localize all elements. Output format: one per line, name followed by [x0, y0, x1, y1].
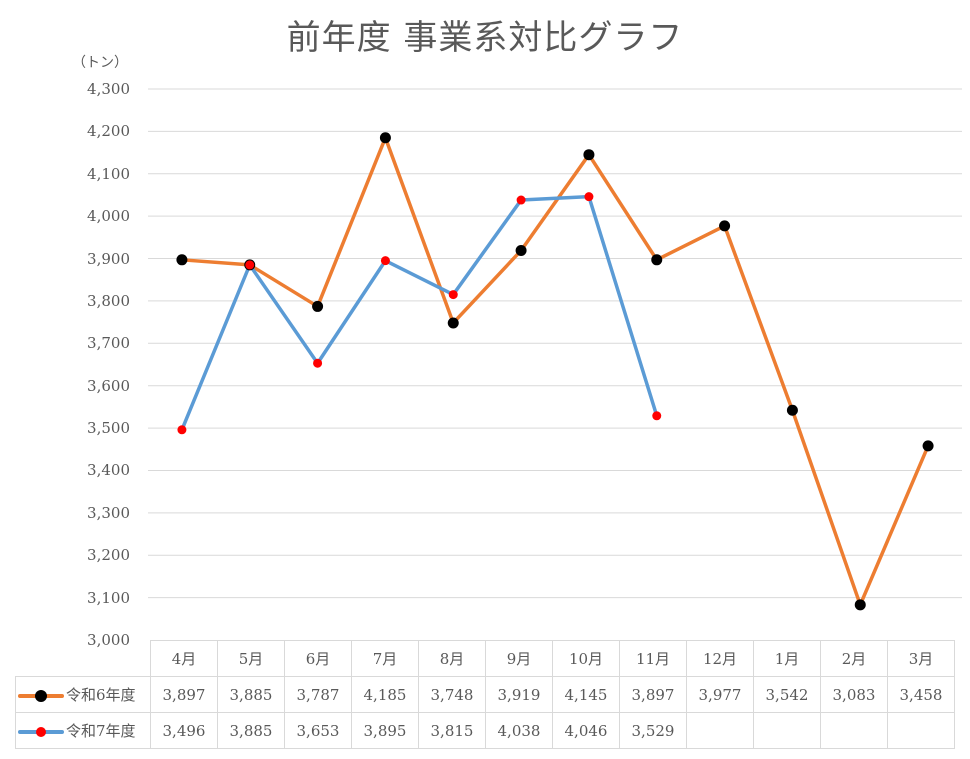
data-point-marker [448, 290, 458, 300]
y-tick-label: 3,900 [87, 249, 130, 268]
month-header: 1月 [753, 640, 821, 677]
y-tick-label: 3,100 [87, 588, 130, 607]
legend-entry-r7: 令和7年度 [15, 712, 151, 749]
y-tick-label: 3,600 [87, 376, 130, 395]
data-point-marker [177, 425, 187, 435]
series-line-1 [181, 135, 930, 607]
data-table: 4月 5月 6月 7月 8月 9月 10月 11月 12月 1月 2月 3月 令… [15, 640, 955, 749]
series-line-2 [180, 194, 659, 431]
series-label: 令和7年度 [66, 722, 136, 740]
y-tick-label: 3,400 [87, 461, 130, 480]
y-tick-label: 3,200 [87, 546, 130, 565]
table-header-row: 4月 5月 6月 7月 8月 9月 10月 11月 12月 1月 2月 3月 [15, 640, 955, 677]
month-header: 8月 [418, 640, 486, 677]
table-cell: 3,895 [351, 712, 419, 749]
month-header: 9月 [485, 640, 553, 677]
table-cell [686, 712, 754, 749]
data-point-marker [652, 411, 662, 421]
table-row-r7: 令和7年度 3,496 3,885 3,653 3,895 3,815 4,03… [15, 712, 955, 749]
month-header: 4月 [150, 640, 218, 677]
month-header: 3月 [887, 640, 955, 677]
legend-line-marker-icon [18, 690, 64, 702]
table-cell: 3,885 [217, 676, 285, 713]
data-point-marker [313, 358, 323, 368]
month-header: 5月 [217, 640, 285, 677]
table-cell: 3,529 [619, 712, 687, 749]
table-cell: 4,046 [552, 712, 620, 749]
month-header: 6月 [284, 640, 352, 677]
data-point-marker [922, 440, 934, 452]
chart-title: 前年度 事業系対比グラフ [286, 18, 684, 58]
data-point-marker [176, 254, 188, 266]
data-point-marker [380, 256, 390, 266]
table-cell [887, 712, 955, 749]
data-point-marker [651, 254, 663, 266]
month-header: 12月 [686, 640, 754, 677]
table-cell: 3,919 [485, 676, 553, 713]
table-row-r6: 令和6年度 3,897 3,885 3,787 4,185 3,748 3,91… [15, 676, 955, 713]
table-corner [15, 640, 151, 677]
data-point-marker [786, 404, 798, 416]
y-tick-label: 4,000 [87, 207, 130, 226]
month-header: 11月 [619, 640, 687, 677]
y-tick-label: 3,800 [87, 291, 130, 310]
data-point-marker [584, 192, 594, 202]
data-point-marker [583, 149, 595, 161]
table-cell: 3,897 [150, 676, 218, 713]
table-cell: 3,458 [887, 676, 955, 713]
table-cell: 3,542 [753, 676, 821, 713]
data-point-marker [854, 599, 866, 611]
y-tick-label: 3,300 [87, 503, 130, 522]
data-point-marker [312, 300, 324, 312]
month-header: 2月 [820, 640, 888, 677]
table-cell: 3,496 [150, 712, 218, 749]
table-cell: 3,897 [619, 676, 687, 713]
table-cell: 3,653 [284, 712, 352, 749]
table-cell: 3,885 [217, 712, 285, 749]
table-cell: 4,038 [485, 712, 553, 749]
y-tick-label: 3,500 [87, 419, 130, 438]
table-cell: 4,145 [552, 676, 620, 713]
y-axis-unit-label: （トン） [72, 55, 128, 71]
table-cell: 3,748 [418, 676, 486, 713]
table-cell: 3,083 [820, 676, 888, 713]
data-point-marker [447, 317, 459, 329]
series-label: 令和6年度 [66, 686, 136, 704]
month-header: 10月 [552, 640, 620, 677]
legend-entry-r6: 令和6年度 [15, 676, 151, 713]
y-tick-label: 3,700 [87, 334, 130, 353]
table-cell [753, 712, 821, 749]
data-point-marker [515, 244, 527, 256]
data-point-marker [379, 132, 391, 144]
y-tick-label: 4,300 [87, 80, 130, 98]
table-cell: 3,787 [284, 676, 352, 713]
y-tick-label: 4,100 [87, 164, 130, 183]
data-point-marker [245, 260, 255, 270]
legend-line-marker-icon [18, 726, 64, 738]
y-tick-label: 4,200 [87, 122, 130, 141]
data-point-marker [516, 195, 526, 205]
table-cell: 4,185 [351, 676, 419, 713]
data-point-marker [719, 220, 731, 232]
month-header: 7月 [351, 640, 419, 677]
table-cell [820, 712, 888, 749]
table-cell: 3,815 [418, 712, 486, 749]
table-cell: 3,977 [686, 676, 754, 713]
